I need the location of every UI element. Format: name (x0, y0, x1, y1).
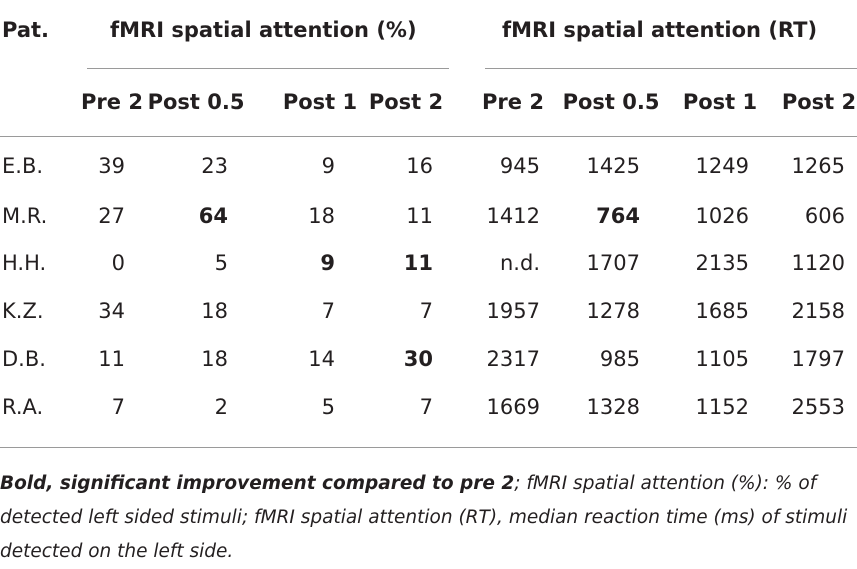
table-cell: 1957 (486, 299, 540, 323)
table-cell: 1265 (791, 154, 845, 178)
table-cell: 11 (403, 251, 433, 275)
table-cell: 1707 (586, 251, 640, 275)
row-label: E.B. (2, 154, 44, 178)
table-cell: 606 (804, 204, 845, 228)
table-cell: 1120 (791, 251, 845, 275)
row-label: M.R. (2, 204, 48, 228)
table-cell: 1412 (486, 204, 540, 228)
table-cell: 1425 (586, 154, 640, 178)
caption-text: ; fMRI spatial attention (%): % of detec… (0, 473, 848, 562)
table-cell: 64 (198, 204, 228, 228)
table-cell: 2135 (695, 251, 749, 275)
subheader-6: Post 0.5 (562, 90, 660, 114)
subheader-7: Post 1 (682, 90, 758, 114)
table-cell: 1026 (695, 204, 749, 228)
table-cell: 9 (321, 154, 335, 178)
table-cell: 9 (320, 251, 335, 275)
table-cell: 1797 (791, 347, 845, 371)
table-cell: 5 (321, 395, 335, 419)
table-cell: 27 (98, 204, 125, 228)
table-cell: 18 (201, 299, 228, 323)
table-cell: 0 (111, 251, 125, 275)
table-cell: 7 (111, 395, 125, 419)
table-cell: 764 (596, 204, 640, 228)
table-cell: 18 (201, 347, 228, 371)
table-cell: 14 (308, 347, 335, 371)
table-cell: 2317 (486, 347, 540, 371)
table-cell: 7 (419, 299, 433, 323)
table-cell: 5 (214, 251, 228, 275)
table-cell: 1328 (586, 395, 640, 419)
table-cell: n.d. (500, 251, 540, 275)
table-cell: 16 (406, 154, 433, 178)
table-cell: 23 (201, 154, 228, 178)
table-cell: 39 (98, 154, 125, 178)
subheader-3: Post 1 (282, 90, 358, 114)
table-cell: 11 (406, 204, 433, 228)
table-cell: 30 (403, 347, 433, 371)
table-caption: Bold, significant improvement compared t… (0, 467, 857, 569)
table-cell: 1685 (695, 299, 749, 323)
subheader-2: Post 0.5 (147, 90, 245, 114)
row-label: D.B. (2, 347, 46, 371)
table-cell: 34 (98, 299, 125, 323)
table-cell: 2553 (791, 395, 845, 419)
group-rule-percent (87, 68, 449, 69)
row-label: H.H. (2, 251, 47, 275)
subheader-8: Post 2 (781, 90, 857, 114)
subheader-1: Pre 2 (81, 90, 143, 114)
group-rule-rt (485, 68, 857, 69)
row-label: R.A. (2, 395, 44, 419)
table-cell: 985 (599, 347, 640, 371)
table-cell: 1669 (486, 395, 540, 419)
group-header-percent: fMRI spatial attention (%) (110, 18, 417, 42)
table-cell: 2 (214, 395, 228, 419)
header-rule (0, 136, 857, 137)
table-cell: 11 (98, 347, 125, 371)
column-header-pat: Pat. (2, 18, 50, 42)
table-cell: 1249 (695, 154, 749, 178)
table-cell: 7 (419, 395, 433, 419)
subheader-4: Post 2 (368, 90, 444, 114)
table-cell: 1105 (695, 347, 749, 371)
table-cell: 945 (499, 154, 540, 178)
table-cell: 1152 (695, 395, 749, 419)
subheader-5: Pre 2 (482, 90, 544, 114)
row-label: K.Z. (2, 299, 44, 323)
table-cell: 18 (308, 204, 335, 228)
bottom-rule (0, 447, 857, 448)
group-header-rt: fMRI spatial attention (RT) (502, 18, 818, 42)
table-cell: 7 (321, 299, 335, 323)
caption-bold: Bold, significant improvement compared t… (0, 473, 515, 494)
table-cell: 1278 (586, 299, 640, 323)
table-cell: 2158 (791, 299, 845, 323)
